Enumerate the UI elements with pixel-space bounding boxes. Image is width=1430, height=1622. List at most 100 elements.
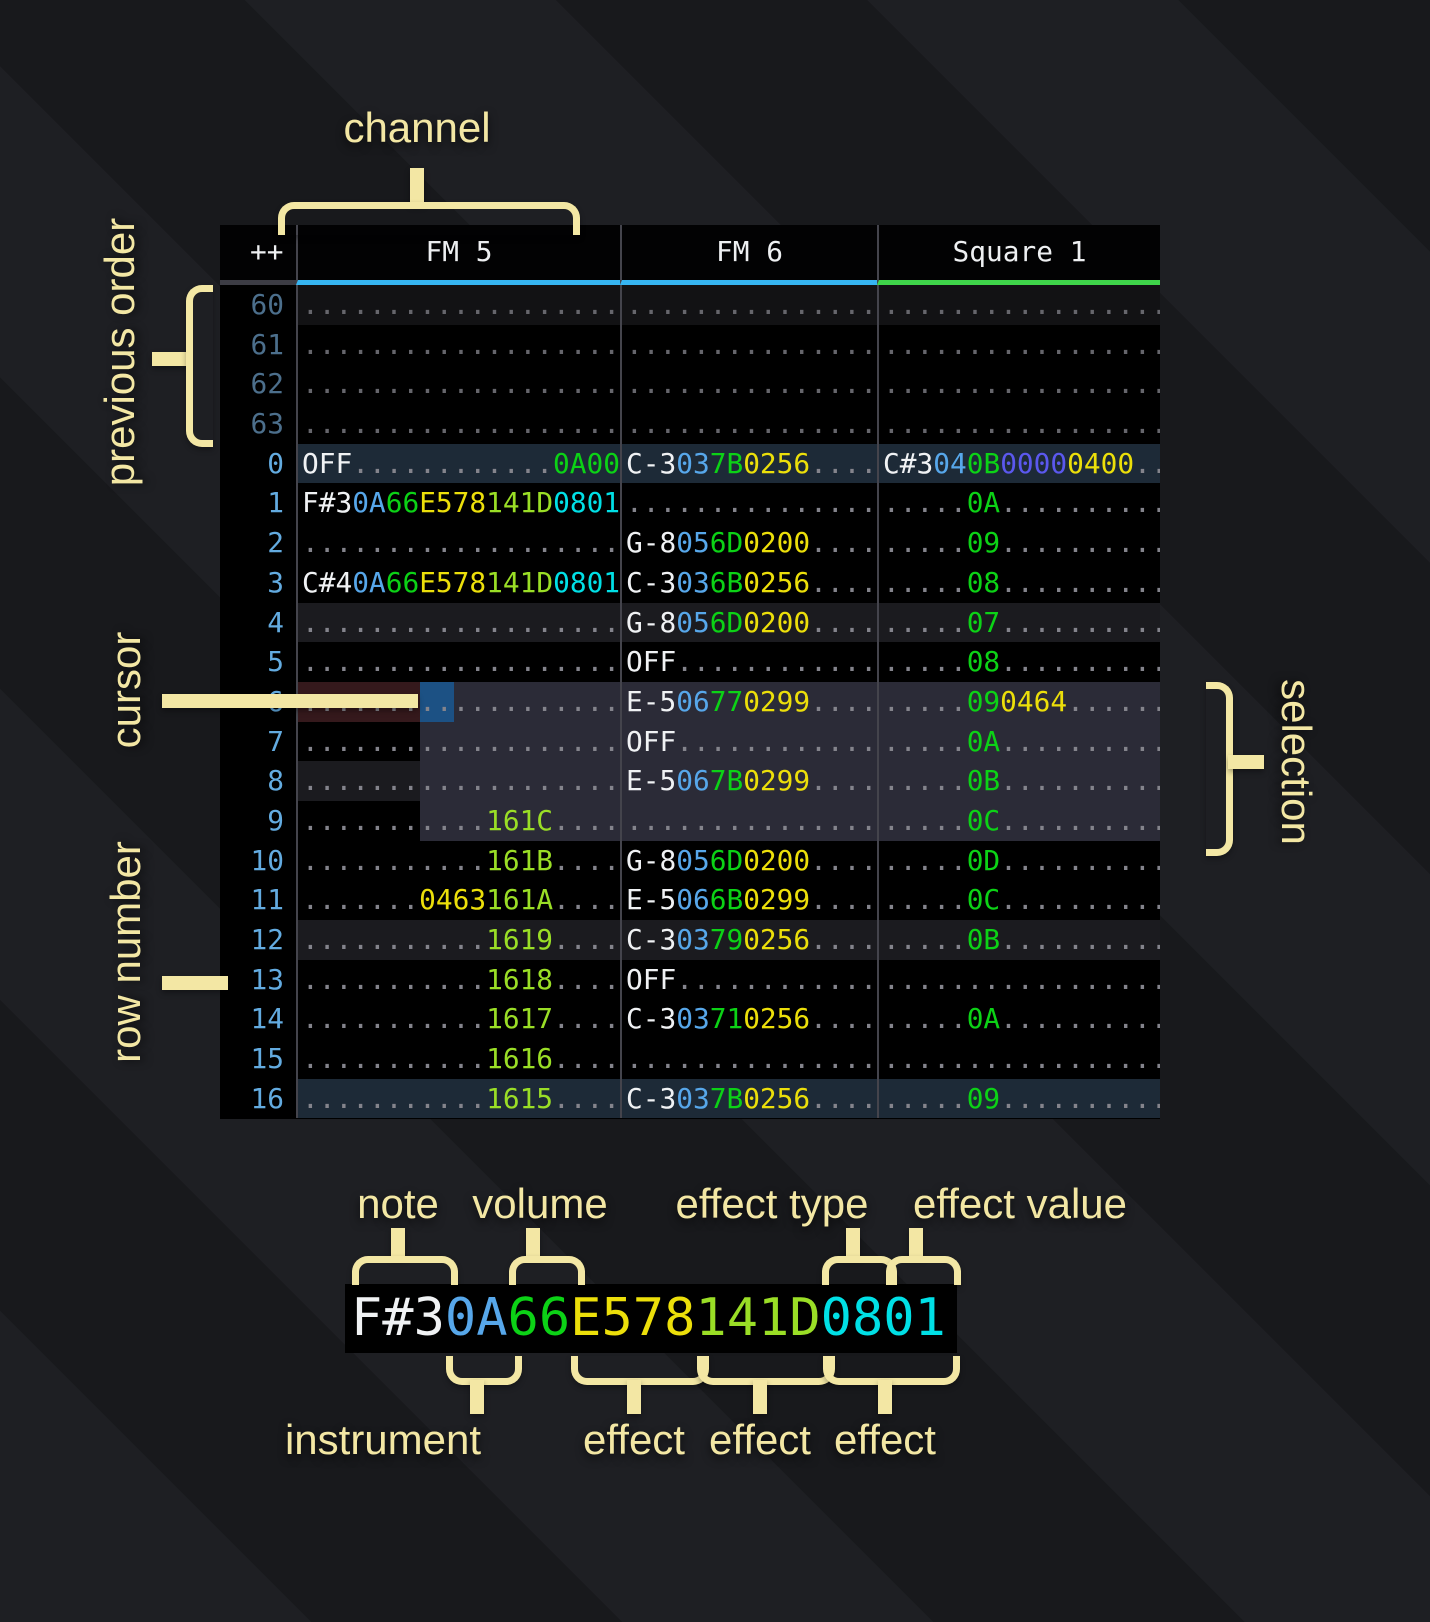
pattern-cell-fm6[interactable]: ............... (620, 404, 877, 444)
channel-bracket (278, 202, 580, 235)
pattern-cell-fm6[interactable]: E-5066B0299.... (620, 880, 877, 920)
pattern-cell-sq1[interactable]: .....09.......... (877, 523, 1160, 563)
pattern-row-4: 4................... G-8056D0200.........… (220, 602, 1160, 643)
pattern-cell-fm5[interactable]: ................... (296, 324, 620, 365)
pattern-cell-sq1[interactable]: ................. (877, 1039, 1160, 1079)
pattern-row-0: 0 OFF............0A00 C-3037B0256.... C#304… (220, 443, 1160, 484)
pattern-row-2: 2................... G-8056D0200.........… (220, 523, 1160, 563)
volume-stem (526, 1228, 540, 1258)
pattern-cell-fm5[interactable]: ...........1619.... (296, 920, 620, 960)
selection-bracket (1206, 682, 1233, 856)
pattern-cell-fm6[interactable]: OFF............ (620, 642, 877, 682)
pattern-cell-fm6[interactable]: ............... (620, 1039, 877, 1079)
pattern-cell-fm6[interactable]: ............... (620, 324, 877, 365)
pattern-cell-sq1[interactable]: .....0C.......... (877, 880, 1160, 920)
example-pattern-cell: F#30A66E578141D0801 (345, 1284, 957, 1353)
pattern-cell-fm5[interactable]: ...........161C.... (296, 800, 620, 841)
pattern-cell-fm6[interactable]: C-303790256.... (620, 920, 877, 960)
pattern-row-7: 7................... OFF.................… (220, 721, 1160, 762)
pattern-cell-sq1[interactable]: ................. (877, 285, 1160, 325)
pattern-cell-fm5[interactable]: ................... (296, 761, 620, 801)
pattern-cell-sq1[interactable]: .....07.......... (877, 602, 1160, 643)
effect2-stem (753, 1380, 767, 1414)
pattern-cell-sq1[interactable]: .....08.......... (877, 642, 1160, 682)
row-number: 12 (220, 920, 296, 960)
pattern-corner-cell[interactable]: ++ (220, 225, 296, 285)
pattern-cell-fm6[interactable]: G-8056D0200.... (620, 602, 877, 643)
pattern-cell-fm6[interactable]: C-3037B0256.... (620, 1078, 877, 1119)
pattern-view: ++ FM 5 FM 6 Square 1 60..................… (220, 225, 1160, 1119)
pattern-cell-sq1[interactable]: ................. (877, 404, 1160, 444)
channel-label: channel (343, 104, 491, 151)
pattern-cell-fm6[interactable]: ............... (620, 483, 877, 524)
row-number: 1 (220, 483, 296, 524)
pattern-cell-fm5[interactable]: ................... (296, 721, 620, 762)
pattern-cell-sq1[interactable]: .....0A.......... (877, 721, 1160, 762)
pattern-cell-sq1[interactable]: .....08.......... (877, 562, 1160, 603)
row-number: 14 (220, 999, 296, 1040)
pattern-row-11: 11 .......0463161A.... E-5066B0299........… (220, 880, 1160, 920)
pattern-cell-fm6[interactable]: C-3037B0256.... (620, 443, 877, 484)
pattern-cell-fm5[interactable]: OFF............0A00 (296, 443, 620, 484)
pattern-cell-sq1[interactable]: .....0A.......... (877, 999, 1160, 1040)
row-number: 63 (220, 404, 296, 444)
volume-bracket (509, 1256, 585, 1285)
pattern-cell-fm6[interactable]: C-3036B0256.... (620, 562, 877, 603)
cursor-label: cursor (102, 631, 149, 749)
pattern-cell-fm5[interactable]: ................... (296, 364, 620, 405)
effect1-stem (627, 1380, 641, 1414)
channel-header-fm-6[interactable]: FM 6 (620, 225, 877, 285)
pattern-cell-fm5[interactable]: ................... (296, 602, 620, 643)
pattern-cell-fm5[interactable]: C#40A66E578141D0801 (296, 562, 620, 603)
pattern-cell-fm6[interactable]: G-8056D0200.... (620, 523, 877, 563)
pattern-cell-fm6[interactable]: G-8056D0200.... (620, 840, 877, 881)
pattern-cell-sq1[interactable]: .....0C.......... (877, 800, 1160, 841)
pattern-cell-fm5[interactable]: ................... (296, 642, 620, 682)
channel-header-square-1[interactable]: Square 1 (877, 225, 1160, 285)
pattern-row-16: 16 ...........1615.... C-3037B0256........… (220, 1078, 1160, 1119)
pattern-cell-fm6[interactable]: ............... (620, 285, 877, 325)
pattern-cell-fm5[interactable]: ...........1617.... (296, 999, 620, 1040)
pattern-cell-sq1[interactable]: ................. (877, 324, 1160, 365)
row-number: 61 (220, 324, 296, 365)
pattern-cell-sq1[interactable]: .....0B.......... (877, 920, 1160, 960)
pattern-cell-fm6[interactable]: ............... (620, 364, 877, 405)
instrument-bracket (446, 1356, 522, 1385)
cursor-pointer-line (162, 694, 418, 708)
pattern-cell-fm6[interactable]: ............... (620, 800, 877, 841)
instrument-label: instrument (284, 1416, 482, 1463)
pattern-row-3: 3 C#40A66E578141D0801 C-3036B0256.........… (220, 562, 1160, 603)
pattern-cell-fm5[interactable]: ...........1618.... (296, 959, 620, 1000)
pattern-cell-fm5[interactable]: ...........1615.... (296, 1078, 620, 1119)
pattern-cell-sq1[interactable]: ................. (877, 364, 1160, 405)
pattern-cell-fm6[interactable]: E-506770299.... (620, 681, 877, 722)
pattern-cell-sq1[interactable]: .....090464...... (877, 681, 1160, 722)
note-bracket (352, 1256, 458, 1285)
pattern-cell-fm6[interactable]: E-5067B0299.... (620, 761, 877, 801)
pattern-cell-fm5[interactable]: .......0463161A.... (296, 880, 620, 920)
pattern-cell-sq1[interactable]: .....0B.......... (877, 761, 1160, 801)
pattern-cell-sq1[interactable]: .....0A.......... (877, 483, 1160, 524)
pattern-cell-fm6[interactable]: OFF............ (620, 721, 877, 762)
effect-value-bracket (886, 1256, 961, 1285)
pattern-cell-sq1[interactable]: .....0D.......... (877, 840, 1160, 881)
row-number: 2 (220, 523, 296, 563)
pattern-cell-fm5[interactable]: ................... (296, 523, 620, 563)
channel-headers: FM 5 FM 6 Square 1 (296, 225, 1160, 285)
selection-label: selection (1273, 679, 1320, 845)
pattern-cell-fm5[interactable]: ................... (296, 404, 620, 444)
pattern-cell-fm5[interactable]: F#30A66E578141D0801 (296, 483, 620, 524)
pattern-cell-fm5[interactable]: ................... (296, 285, 620, 325)
pattern-cell-sq1[interactable]: ................. (877, 959, 1160, 1000)
pattern-cell-fm6[interactable]: C-303710256.... (620, 999, 877, 1040)
pattern-cell-sq1[interactable]: .....09.......... (877, 1078, 1160, 1119)
pattern-cell-sq1[interactable]: C#3040B00000400.. (877, 443, 1160, 484)
pattern-cell-fm6[interactable]: OFF............ (620, 959, 877, 1000)
pattern-cell-fm5[interactable]: ...........1616.... (296, 1039, 620, 1079)
pattern-cell-fm5[interactable]: ...........161B.... (296, 840, 620, 881)
pattern-header: ++ FM 5 FM 6 Square 1 (220, 225, 1160, 285)
channel-header-fm-5[interactable]: FM 5 (296, 225, 620, 285)
effect-type-stem (846, 1228, 860, 1258)
pattern-row-61: 61......................................… (220, 324, 1160, 365)
row-number: 0 (220, 443, 296, 484)
